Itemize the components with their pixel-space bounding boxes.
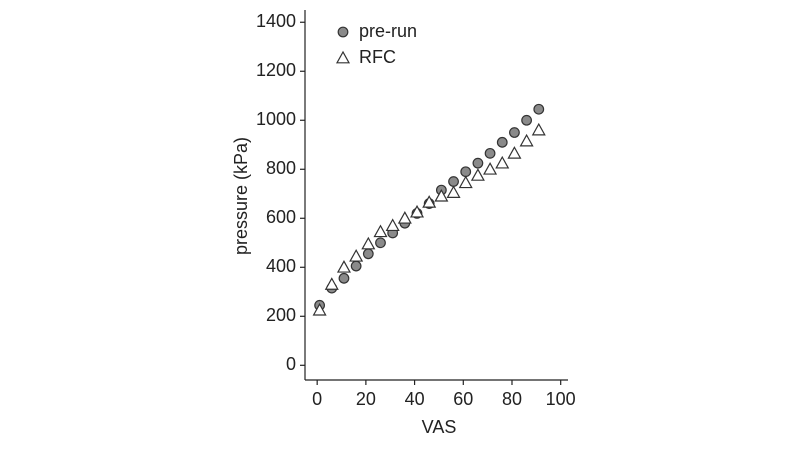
legend-marker [335, 50, 351, 64]
point [375, 237, 386, 249]
point [446, 185, 461, 198]
point [484, 147, 496, 159]
y-tick-label: 400 [266, 256, 296, 276]
legend-marker [337, 26, 349, 38]
y-tick-label: 1400 [256, 11, 296, 31]
x-tick-label: 80 [502, 389, 522, 409]
point [361, 236, 376, 250]
point [350, 260, 362, 272]
point [434, 188, 449, 202]
point [422, 195, 437, 208]
point [362, 248, 374, 260]
y-tick-label: 1200 [256, 60, 296, 80]
point [507, 146, 522, 159]
point [495, 155, 510, 169]
point [460, 166, 472, 178]
x-tick-label: 60 [453, 389, 473, 409]
point [533, 103, 545, 115]
point [397, 211, 412, 224]
point [458, 175, 473, 189]
point [385, 218, 400, 232]
point [472, 157, 484, 169]
point [373, 224, 388, 238]
x-tick-label: 100 [546, 389, 576, 409]
point [349, 249, 364, 262]
point [312, 302, 327, 316]
x-axis-label: VAS [422, 417, 457, 437]
y-tick-label: 200 [266, 305, 296, 325]
point [521, 114, 533, 126]
point [531, 122, 546, 136]
x-tick-label: 40 [405, 389, 425, 409]
point [448, 176, 459, 187]
point [483, 162, 498, 175]
x-tick-label: 20 [356, 389, 376, 409]
legend-label: RFC [359, 47, 396, 67]
x-tick-label: 0 [312, 389, 322, 409]
point [336, 260, 351, 273]
y-axis-label: pressure (kPa) [231, 137, 251, 255]
point [519, 133, 534, 147]
point [470, 168, 485, 181]
y-tick-label: 1000 [256, 109, 296, 129]
point [338, 272, 350, 284]
point [324, 277, 339, 290]
point [509, 127, 520, 138]
y-tick-label: 800 [266, 158, 296, 178]
y-tick-label: 600 [266, 207, 296, 227]
point [496, 136, 508, 148]
point [409, 204, 425, 218]
legend-label: pre-run [359, 21, 417, 41]
y-tick-label: 0 [286, 354, 296, 374]
